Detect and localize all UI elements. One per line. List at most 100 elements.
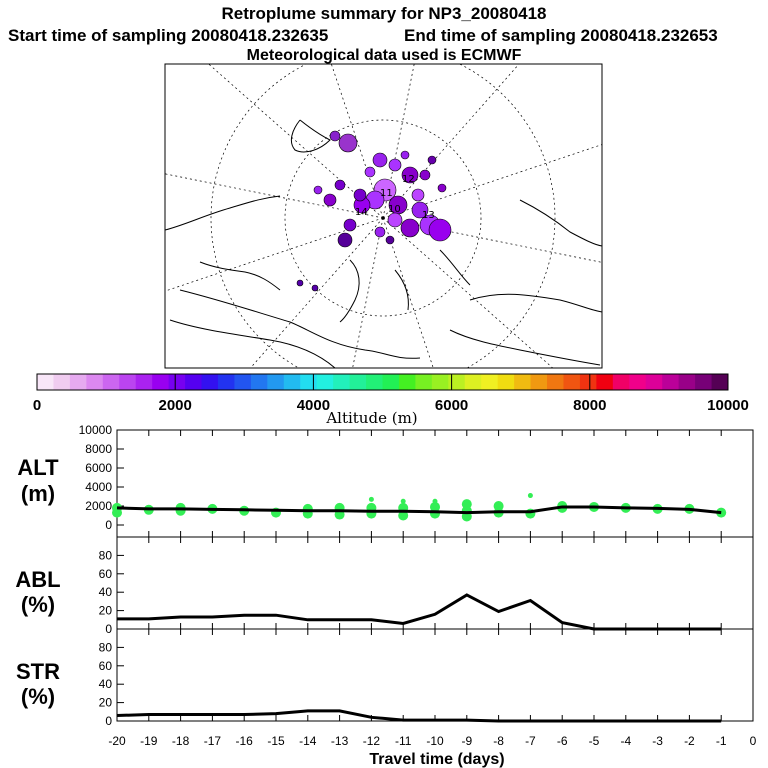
colorbar-swatch bbox=[185, 374, 203, 390]
plume-marker bbox=[437, 183, 447, 193]
colorbar-swatch bbox=[398, 374, 416, 390]
colorbar-swatch bbox=[366, 374, 383, 390]
meridian-line bbox=[330, 64, 384, 219]
x-tick-label: -1 bbox=[716, 734, 727, 748]
panel-unit-label: (m) bbox=[21, 481, 55, 506]
panel-unit-label: (%) bbox=[21, 592, 55, 617]
colorbar-swatch bbox=[448, 374, 466, 390]
colorbar-swatch bbox=[135, 374, 153, 390]
meridian-line bbox=[165, 173, 384, 219]
y-tick-label: 0 bbox=[105, 714, 112, 728]
colorbar-swatch bbox=[86, 374, 104, 390]
y-tick-label: 60 bbox=[99, 659, 113, 673]
y-tick-label: 20 bbox=[99, 604, 113, 618]
latitude-circle bbox=[210, 64, 556, 368]
x-tick-label: -16 bbox=[236, 734, 254, 748]
plume-marker bbox=[296, 279, 304, 287]
colorbar-swatch bbox=[695, 374, 713, 390]
meridian-line bbox=[382, 64, 415, 219]
meridian-line bbox=[208, 64, 384, 219]
panel-frame bbox=[116, 429, 754, 538]
start-time-label: Start time of sampling 20080418.232635 bbox=[8, 26, 329, 45]
colorbar-swatch bbox=[579, 374, 597, 390]
polar-map: 11 12 13 10 14 bbox=[164, 63, 603, 369]
colorbar-swatch bbox=[69, 374, 87, 390]
plume-marker bbox=[364, 166, 376, 178]
colorbar-swatch bbox=[152, 374, 170, 390]
y-tick-label: 0 bbox=[105, 622, 112, 636]
x-tick-label: 0 bbox=[750, 734, 757, 748]
x-tick-label: -19 bbox=[140, 734, 158, 748]
series-line-alt bbox=[116, 505, 722, 515]
colorbar-swatch bbox=[662, 374, 680, 390]
latitude-circle bbox=[284, 119, 482, 317]
colorbar-frame bbox=[36, 373, 729, 391]
y-tick-label: 60 bbox=[99, 567, 113, 581]
y-tick-label: 4000 bbox=[85, 480, 112, 494]
x-tick-label: -9 bbox=[461, 734, 472, 748]
x-tick-label: -7 bbox=[525, 734, 536, 748]
colorbar-swatch bbox=[415, 374, 433, 390]
colorbar-swatch bbox=[349, 374, 367, 390]
colorbar-swatch bbox=[530, 374, 548, 390]
meridian-line bbox=[382, 217, 554, 368]
alt-scatter-point bbox=[432, 498, 438, 504]
plume-marker bbox=[353, 188, 367, 202]
colorbar-tick-label: 6000 bbox=[435, 397, 468, 414]
plume-marker bbox=[427, 155, 437, 165]
plume-marker bbox=[323, 193, 337, 207]
y-tick-label: 80 bbox=[99, 548, 113, 562]
colorbar-swatch bbox=[217, 374, 235, 390]
panel-label: ABL bbox=[15, 567, 60, 592]
panel-alt: 0 2000 4000 6000 8000 10000 ALT(m) bbox=[17, 423, 754, 538]
meridian-line bbox=[382, 217, 434, 368]
x-tick-label: -13 bbox=[331, 734, 349, 748]
y-tick-label: 8000 bbox=[85, 442, 112, 456]
x-tick-label: -11 bbox=[395, 734, 412, 748]
colorbar-swatch bbox=[119, 374, 137, 390]
y-tick-label: 40 bbox=[99, 677, 113, 691]
colorbar-swatch bbox=[316, 374, 334, 390]
plume-marker-label: 11 bbox=[380, 188, 393, 199]
colorbar-swatch bbox=[563, 374, 581, 390]
x-tick-label: -2 bbox=[684, 734, 695, 748]
colorbar-tick-label: 10000 bbox=[707, 397, 749, 414]
y-tick-label: 80 bbox=[99, 640, 113, 654]
colorbar-swatch bbox=[596, 374, 614, 390]
panel-label: ALT bbox=[17, 455, 59, 480]
colorbar-swatch bbox=[612, 374, 630, 390]
colorbar-tick-label: 0 bbox=[33, 397, 41, 414]
x-tick-label: -3 bbox=[652, 734, 663, 748]
meridian-line bbox=[250, 217, 384, 368]
meridian-line bbox=[382, 144, 602, 219]
series-line-abl bbox=[117, 593, 722, 631]
chart-title: Retroplume summary for NP3_20080418 bbox=[221, 4, 547, 23]
plume-marker bbox=[385, 235, 395, 245]
colorbar-swatch bbox=[300, 374, 318, 390]
plume-markers: 11 12 13 10 14 bbox=[296, 130, 452, 292]
plume-marker bbox=[400, 150, 410, 160]
plume-marker-label: 12 bbox=[402, 174, 415, 185]
panel-str: 0 20 40 60 80 STR(%) bbox=[16, 628, 754, 728]
panel-label: STR bbox=[16, 659, 60, 684]
colorbar-swatch bbox=[678, 374, 696, 390]
alt-scatter-point bbox=[430, 508, 440, 519]
panel-abl: 0 20 40 60 80 ABL(%) bbox=[15, 536, 754, 636]
plume-marker-label: 10 bbox=[388, 204, 401, 215]
x-tick-label: -17 bbox=[204, 734, 222, 748]
y-tick-label: 2000 bbox=[85, 499, 112, 513]
x-tick-label: -10 bbox=[426, 734, 444, 748]
colorbar-swatch bbox=[645, 374, 663, 390]
alt-scatter-point bbox=[368, 496, 374, 502]
y-tick-label: 20 bbox=[99, 696, 113, 710]
colorbar-tick-label: 2000 bbox=[159, 397, 192, 414]
plume-marker bbox=[411, 188, 425, 202]
colorbar-swatch bbox=[267, 374, 285, 390]
plume-marker bbox=[311, 284, 319, 292]
plume-marker bbox=[313, 185, 323, 195]
colorbar-tick-label: 4000 bbox=[297, 397, 330, 414]
alt-scatter-point bbox=[398, 510, 409, 521]
colorbar-label: Altitude (m) bbox=[325, 409, 417, 427]
meridian-lines bbox=[165, 64, 602, 368]
